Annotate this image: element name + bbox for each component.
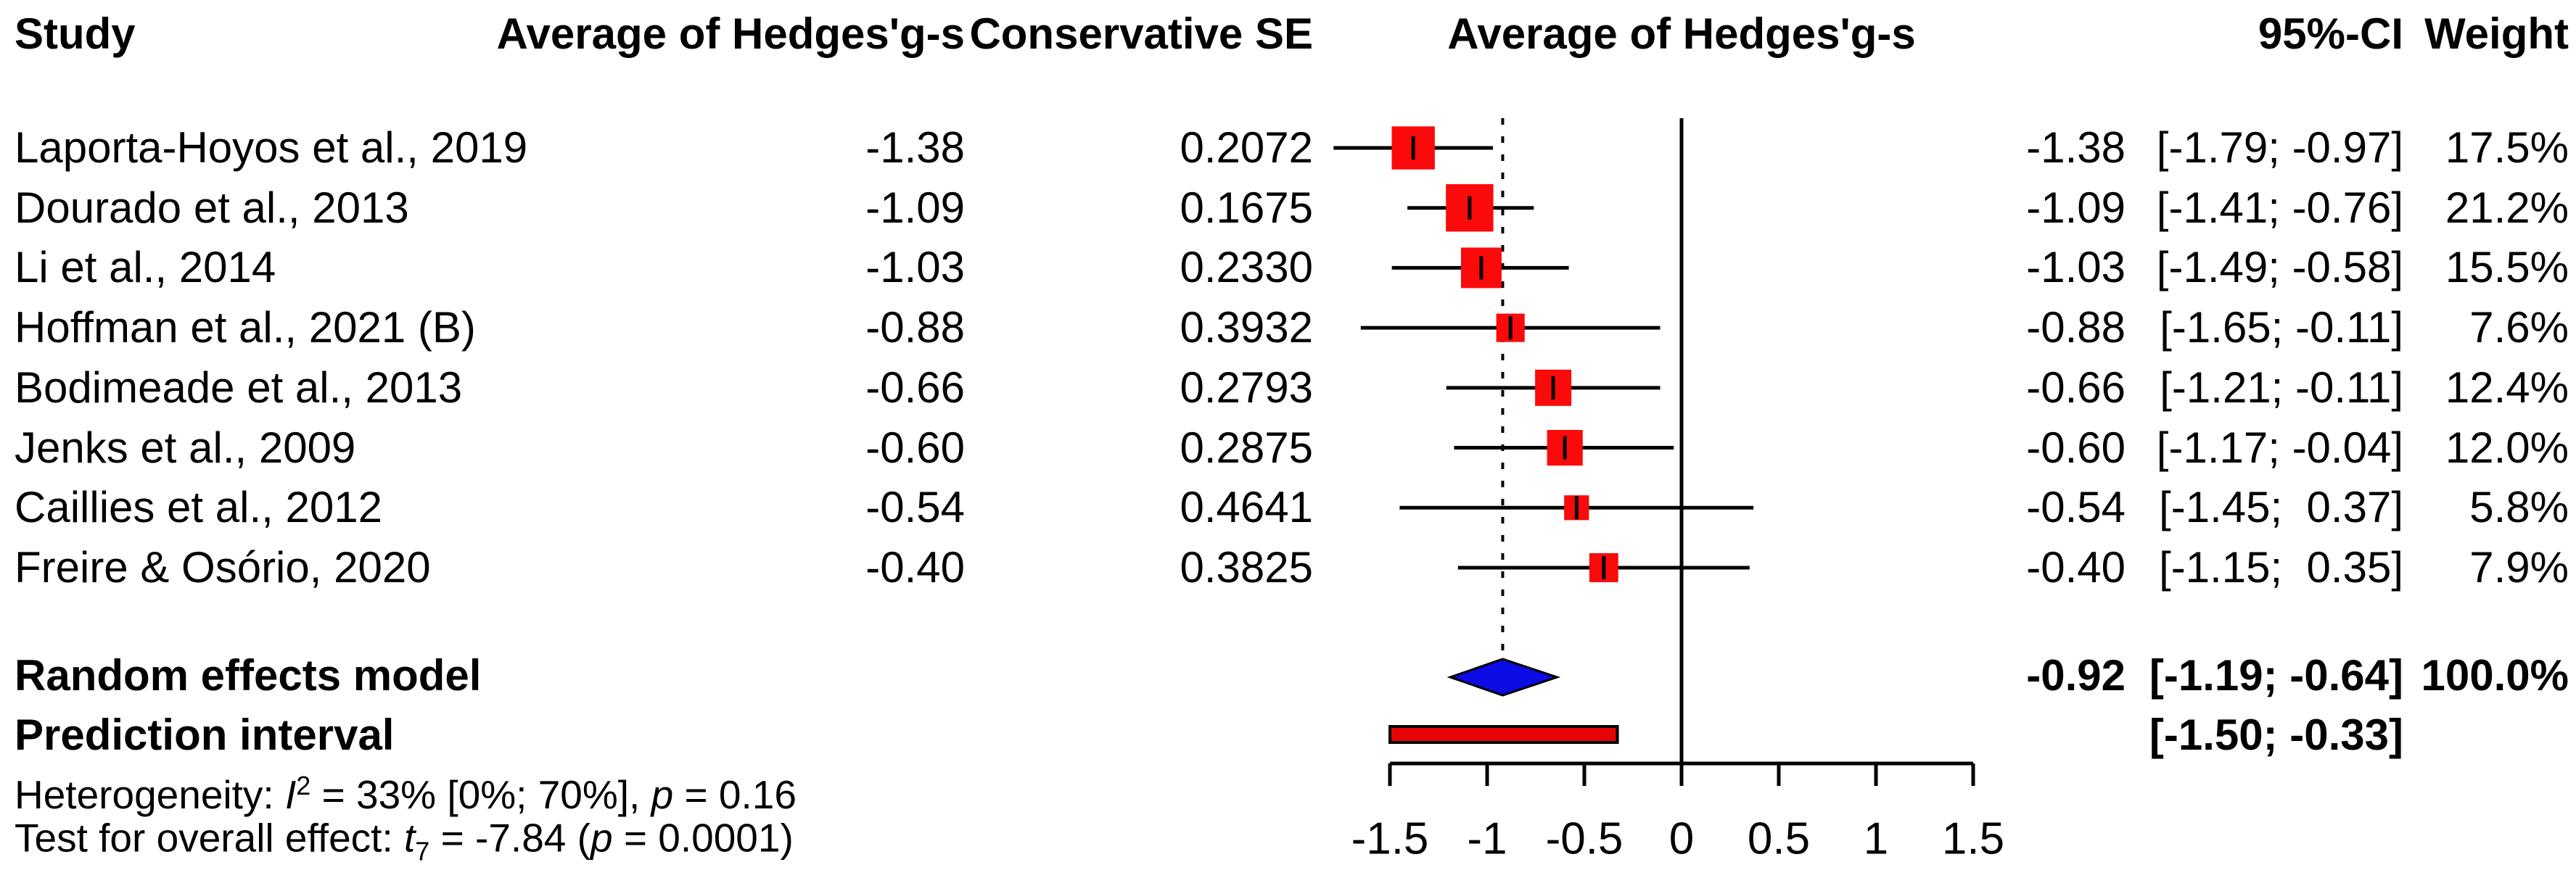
effect-estimate-value: -0.88 bbox=[2026, 303, 2126, 352]
prediction-interval-bar bbox=[1388, 725, 1619, 744]
x-axis-tick-label: -1 bbox=[1467, 813, 1507, 864]
weight-value: 17.5% bbox=[2445, 123, 2569, 172]
conservative-se-value: 0.2875 bbox=[1180, 423, 1313, 472]
overall-prefix: Test for overall effect: bbox=[15, 815, 405, 861]
study-name: Dourado et al., 2013 bbox=[15, 183, 409, 232]
avg-hedges-value: -1.09 bbox=[865, 183, 965, 232]
weight-value: 15.5% bbox=[2445, 243, 2569, 292]
column-header-95ci: 95%-CI bbox=[2258, 9, 2403, 58]
weight-value: 7.9% bbox=[2469, 542, 2569, 592]
x-axis-tick-label: -1.5 bbox=[1351, 813, 1429, 864]
study-name: Hoffman et al., 2021 (B) bbox=[15, 303, 476, 352]
avg-hedges-value: -0.40 bbox=[865, 542, 965, 592]
random-effects-weight: 100.0% bbox=[2421, 651, 2569, 700]
overall-t-symbol: t bbox=[404, 815, 416, 861]
avg-hedges-value: -1.38 bbox=[865, 123, 965, 172]
weight-value: 12.0% bbox=[2445, 423, 2569, 472]
x-axis-tick-label: 0 bbox=[1668, 813, 1695, 864]
effect-estimate-value: -0.60 bbox=[2026, 423, 2126, 472]
summary-diamond bbox=[1447, 658, 1561, 697]
overall-values: = -7.84 ( bbox=[429, 815, 590, 861]
overall-effect-text: Test for overall effect: t7 = -7.84 (p =… bbox=[15, 815, 794, 871]
effect-estimate-value: -1.03 bbox=[2026, 243, 2126, 292]
study-name: Bodimeade et al., 2013 bbox=[15, 363, 463, 412]
conservative-se-value: 0.1675 bbox=[1180, 183, 1313, 232]
heterogeneity-p-symbol: p bbox=[651, 772, 674, 818]
conservative-se-value: 0.4641 bbox=[1180, 483, 1313, 532]
ci-value: [-1.79; -0.97] bbox=[2156, 123, 2403, 172]
overall-t-df: 7 bbox=[415, 836, 430, 866]
overall-p-value: = 0.0001) bbox=[612, 815, 794, 861]
effect-estimate-value: -1.38 bbox=[2026, 123, 2126, 172]
column-header-study: Study bbox=[15, 9, 136, 58]
x-axis-tick-label: 0.5 bbox=[1747, 813, 1811, 864]
ci-value: [-1.49; -0.58] bbox=[2156, 243, 2403, 292]
conservative-se-value: 0.3825 bbox=[1180, 542, 1313, 592]
random-effects-estimate: -0.92 bbox=[2026, 651, 2126, 700]
weight-value: 21.2% bbox=[2445, 183, 2569, 232]
heterogeneity-text: Heterogeneity: I2 = 33% [0%; 70%], p = 0… bbox=[15, 766, 797, 815]
effect-estimate-value: -0.40 bbox=[2026, 542, 2126, 592]
overall-p-symbol: p bbox=[590, 815, 613, 861]
effect-estimate-value: -0.54 bbox=[2026, 483, 2126, 532]
heterogeneity-i-exponent: 2 bbox=[296, 770, 311, 800]
study-name: Jenks et al., 2009 bbox=[15, 423, 356, 472]
ci-value: [-1.17; -0.04] bbox=[2156, 423, 2403, 472]
weight-value: 12.4% bbox=[2445, 363, 2569, 412]
ci-value: [-1.45; 0.37] bbox=[2159, 483, 2403, 532]
study-name: Freire & Osório, 2020 bbox=[15, 542, 431, 592]
avg-hedges-value: -0.66 bbox=[865, 363, 965, 412]
prediction-interval-ci: [-1.50; -0.33] bbox=[2149, 711, 2403, 759]
weight-value: 7.6% bbox=[2469, 303, 2569, 352]
ci-value: [-1.21; -0.11] bbox=[2160, 363, 2403, 412]
heterogeneity-prefix: Heterogeneity: bbox=[15, 772, 285, 818]
study-name: Li et al., 2014 bbox=[15, 243, 276, 292]
conservative-se-value: 0.2330 bbox=[1180, 243, 1313, 292]
column-header-weight: Weight bbox=[2424, 9, 2569, 58]
column-header-conservative-se: Conservative SE bbox=[969, 9, 1313, 58]
heterogeneity-i-symbol: I bbox=[285, 772, 297, 818]
study-name: Caillies et al., 2012 bbox=[15, 483, 382, 532]
effect-estimate-value: -1.09 bbox=[2026, 183, 2126, 232]
conservative-se-value: 0.2072 bbox=[1180, 123, 1313, 172]
conservative-se-value: 0.2793 bbox=[1180, 363, 1313, 412]
avg-hedges-value: -0.60 bbox=[865, 423, 965, 472]
random-effects-ci: [-1.19; -0.64] bbox=[2149, 651, 2403, 700]
ci-value: [-1.15; 0.35] bbox=[2159, 542, 2403, 592]
heterogeneity-values: = 33% [0%; 70%], bbox=[310, 772, 651, 818]
ci-value: [-1.65; -0.11] bbox=[2160, 303, 2403, 352]
x-axis-tick-label: 1 bbox=[1863, 813, 1889, 864]
weight-value: 5.8% bbox=[2469, 483, 2569, 532]
prediction-interval-label: Prediction interval bbox=[15, 711, 395, 759]
study-name: Laporta-Hoyos et al., 2019 bbox=[15, 123, 528, 172]
avg-hedges-value: -0.54 bbox=[865, 483, 965, 532]
column-header-average-hedges: Average of Hedges'g-s bbox=[496, 9, 965, 58]
plot-header-average-hedges: Average of Hedges'g-s bbox=[1447, 9, 1916, 58]
x-axis-tick-label: 1.5 bbox=[1941, 813, 2005, 864]
avg-hedges-value: -0.88 bbox=[865, 303, 965, 352]
x-axis-tick-label: -0.5 bbox=[1545, 813, 1624, 864]
ci-value: [-1.41; -0.76] bbox=[2156, 183, 2403, 232]
avg-hedges-value: -1.03 bbox=[865, 243, 965, 292]
conservative-se-value: 0.3932 bbox=[1180, 303, 1313, 352]
effect-estimate-value: -0.66 bbox=[2026, 363, 2126, 412]
random-effects-label: Random effects model bbox=[15, 651, 482, 700]
heterogeneity-p-value: = 0.16 bbox=[673, 772, 797, 818]
